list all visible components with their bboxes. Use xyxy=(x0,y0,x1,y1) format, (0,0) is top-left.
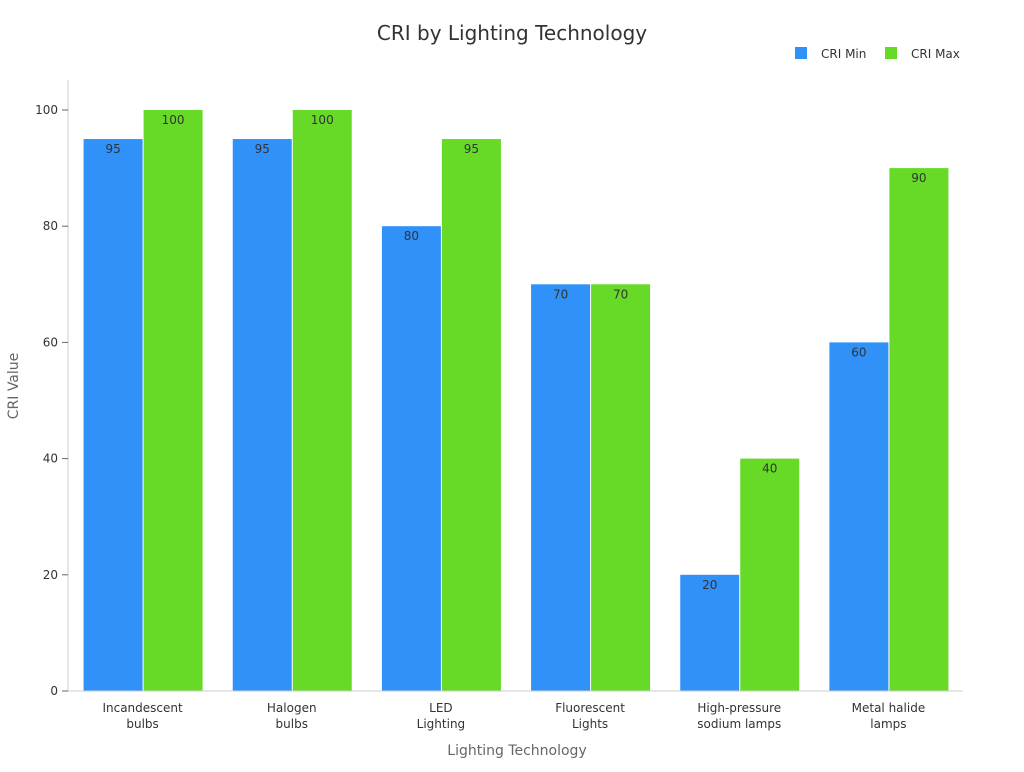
bar xyxy=(292,110,352,691)
data-label: 60 xyxy=(851,345,866,359)
bar xyxy=(591,284,651,691)
legend-swatch xyxy=(885,47,897,59)
bar xyxy=(680,574,740,691)
bar xyxy=(531,284,591,691)
data-label: 95 xyxy=(255,142,270,156)
bar xyxy=(740,458,800,691)
legend: CRI Min CRI Max xyxy=(795,47,960,61)
y-tick-label: 0 xyxy=(50,684,58,698)
x-tick-label: LED Lighting xyxy=(417,701,466,731)
bar xyxy=(83,139,143,692)
bars: 95 100 95 100 80 95 70 70 20 40 60 90 xyxy=(83,110,949,692)
legend-label: CRI Min xyxy=(821,47,866,61)
x-tick-label: Incandescent bulbs xyxy=(102,701,183,731)
data-label: 80 xyxy=(404,229,419,243)
x-axis-label: Lighting Technology xyxy=(447,743,586,759)
x-tick-label: Halogen bulbs xyxy=(267,701,317,731)
y-tick-label: 20 xyxy=(43,568,58,582)
data-label: 100 xyxy=(162,113,185,127)
x-axis: Incandescent bulbs Halogen bulbs LED Lighting… xyxy=(68,690,963,731)
y-tick-label: 80 xyxy=(43,219,58,233)
y-tick-label: 60 xyxy=(43,335,58,349)
x-tick-label: High-pressure sodium lamps xyxy=(697,701,781,731)
chart-title: CRI by Lighting Technology xyxy=(377,21,647,45)
bar xyxy=(829,342,889,691)
data-label: 70 xyxy=(553,287,568,301)
legend-swatch xyxy=(795,47,807,59)
y-axis: 0 20 40 60 80 100 xyxy=(35,80,69,698)
data-label: 20 xyxy=(702,578,717,592)
bar xyxy=(232,139,292,692)
x-tick-label: Metal halide lamps xyxy=(852,701,926,731)
y-tick-label: 40 xyxy=(43,452,58,466)
bar xyxy=(441,139,501,692)
bar xyxy=(143,110,203,691)
y-axis-label: CRI Value xyxy=(6,353,22,420)
x-tick-label: Fluorescent Lights xyxy=(555,701,625,731)
data-label: 90 xyxy=(911,171,926,185)
data-label: 70 xyxy=(613,287,628,301)
y-tick-label: 100 xyxy=(35,103,58,117)
data-label: 40 xyxy=(762,462,777,476)
data-label: 95 xyxy=(464,142,479,156)
legend-label: CRI Max xyxy=(911,47,960,61)
bar xyxy=(381,226,441,691)
data-label: 95 xyxy=(105,142,120,156)
data-label: 100 xyxy=(311,113,334,127)
bar xyxy=(889,168,949,692)
